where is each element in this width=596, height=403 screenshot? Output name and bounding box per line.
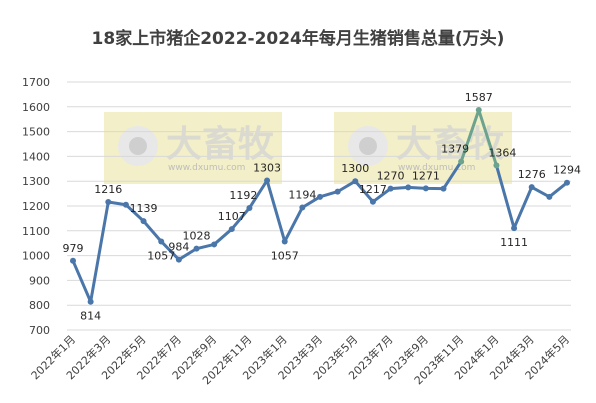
data-point [175,256,182,263]
watermark-site: www.dxumu.com [168,163,245,173]
data-point [158,238,165,245]
data-label: 1028 [183,230,211,243]
data-point [140,218,147,225]
y-tick-label: 800 [29,299,50,312]
data-label: 984 [168,241,189,254]
data-point [228,226,235,233]
data-label: 1276 [518,168,546,181]
data-point [211,241,218,248]
data-label: 1139 [130,202,158,215]
data-point [546,193,553,200]
data-point [70,257,76,264]
series-line [70,107,570,305]
data-label: 1270 [377,170,405,183]
y-tick-label: 1500 [22,126,50,139]
data-point [511,225,518,232]
data-label: 1107 [218,210,246,223]
y-tick-label: 700 [29,324,50,337]
data-label: 814 [80,310,101,323]
data-label: 1294 [553,164,581,177]
data-point [405,184,412,191]
data-point [369,198,376,205]
x-axis-ticks: 2022年1月2022年3月2022年5月2022年7月2022年9月2022年… [28,332,572,387]
data-point [87,298,94,305]
y-tick-label: 900 [29,274,50,287]
watermark-logo-dot-icon [129,137,147,155]
data-point [334,188,341,195]
gridlines [67,81,571,331]
watermark-logo-dot-icon [359,137,377,155]
watermark-brand: 大畜牧 [166,124,275,165]
data-label: 1057 [147,249,175,262]
data-label: 1217 [359,183,387,196]
data-label: 1111 [500,236,528,249]
data-point [475,107,482,114]
data-point [352,178,359,185]
data-label: 1379 [441,143,469,156]
data-point [564,179,570,186]
data-point [246,204,253,211]
data-point [422,185,429,192]
data-label: 1364 [488,146,516,159]
data-label: 1271 [412,169,440,182]
data-label: 1192 [229,189,257,202]
data-point [299,204,306,211]
y-tick-label: 1400 [22,150,50,163]
data-label: 1303 [253,161,281,174]
watermark-site: www.dxumu.com [398,163,475,173]
data-label: 979 [63,242,84,255]
y-tick-label: 1300 [22,175,50,188]
data-point [440,185,447,192]
data-point [387,185,394,192]
y-tick-label: 1200 [22,200,50,213]
data-point [193,245,200,252]
data-point [281,238,288,245]
data-point [122,201,129,208]
data-label: 1216 [94,183,122,196]
y-tick-label: 1100 [22,225,50,238]
data-point [317,193,323,200]
y-tick-label: 1600 [22,101,50,114]
data-point [493,162,500,169]
data-labels: 9798141216113910579841028110711921303105… [63,91,582,323]
data-label: 1194 [288,188,316,201]
data-point [264,177,271,184]
chart-title: 18家上市猪企2022-2024年每月生猪销售总量(万头) [91,29,505,49]
data-label: 1300 [341,162,369,175]
y-tick-label: 1700 [22,76,50,89]
y-tick-label: 1000 [22,250,50,263]
data-point [528,184,535,191]
y-axis-ticks: 700 800 900 1000 1100 1200 1300 1400 1500 1600 170… [22,76,50,337]
data-point [105,199,112,206]
data-label: 1587 [465,91,493,104]
data-point [458,158,465,165]
data-label: 1057 [271,249,299,262]
